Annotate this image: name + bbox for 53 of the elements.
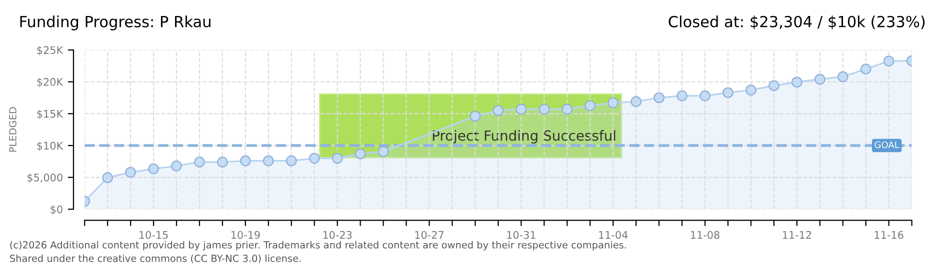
point [608,97,619,108]
y-tick-label: $0 [50,205,62,215]
point [722,87,734,98]
chart-subtitle: Closed at: $23,304 / $10k (233%) [668,16,925,30]
y-tick-label: $5,000 [27,173,62,183]
point [148,163,159,174]
point [240,155,251,166]
point [676,90,688,102]
x-tick-label: 10-15 [140,230,168,239]
point [630,96,642,107]
point [286,155,297,166]
point [654,92,664,104]
point [837,71,848,82]
point [860,64,872,74]
point [814,74,826,85]
point [746,84,756,96]
point [584,100,596,112]
point [492,105,504,116]
x-tick-label: 11-12 [782,230,811,239]
point [791,76,802,88]
point [378,146,389,157]
point [538,104,550,115]
x-tick-label: 10-31 [507,230,536,239]
point [516,104,527,115]
point [125,166,136,178]
point [308,152,320,164]
point [354,148,366,160]
y-axis-title: PLEDGED [9,107,16,152]
text: Shared under the creative commons (CC BY-NC 3.0) license. [10,254,301,264]
x-tick-label: 10-23 [323,230,352,239]
x-tick-label: 11-16 [874,230,904,239]
x-tick-label: 11-08 [691,230,720,239]
x-tick-label: 10-19 [231,230,260,239]
point [883,56,894,67]
point [332,152,343,164]
ref-line-label: GOAL [874,141,900,148]
y-tick-label: $25K [37,46,64,56]
point [562,104,573,115]
text: (c)2026 Additional content provided by james prier. Trademarks and related content are owned by their respective companies. [10,240,626,250]
point [217,156,228,168]
point [102,172,113,184]
x-tick-label: 11-04 [599,230,628,239]
point [194,156,205,168]
y-tick-label: $20K [37,78,64,88]
point [768,80,780,92]
y-tick-label: $15K [37,110,64,120]
point [470,110,481,122]
point [700,90,710,102]
y-tick-label: $10K [37,142,64,152]
chart-title: Funding Progress: P Rkau [20,16,210,30]
x-tick-label: 10-27 [415,230,444,239]
point [171,160,182,172]
point [263,155,274,166]
